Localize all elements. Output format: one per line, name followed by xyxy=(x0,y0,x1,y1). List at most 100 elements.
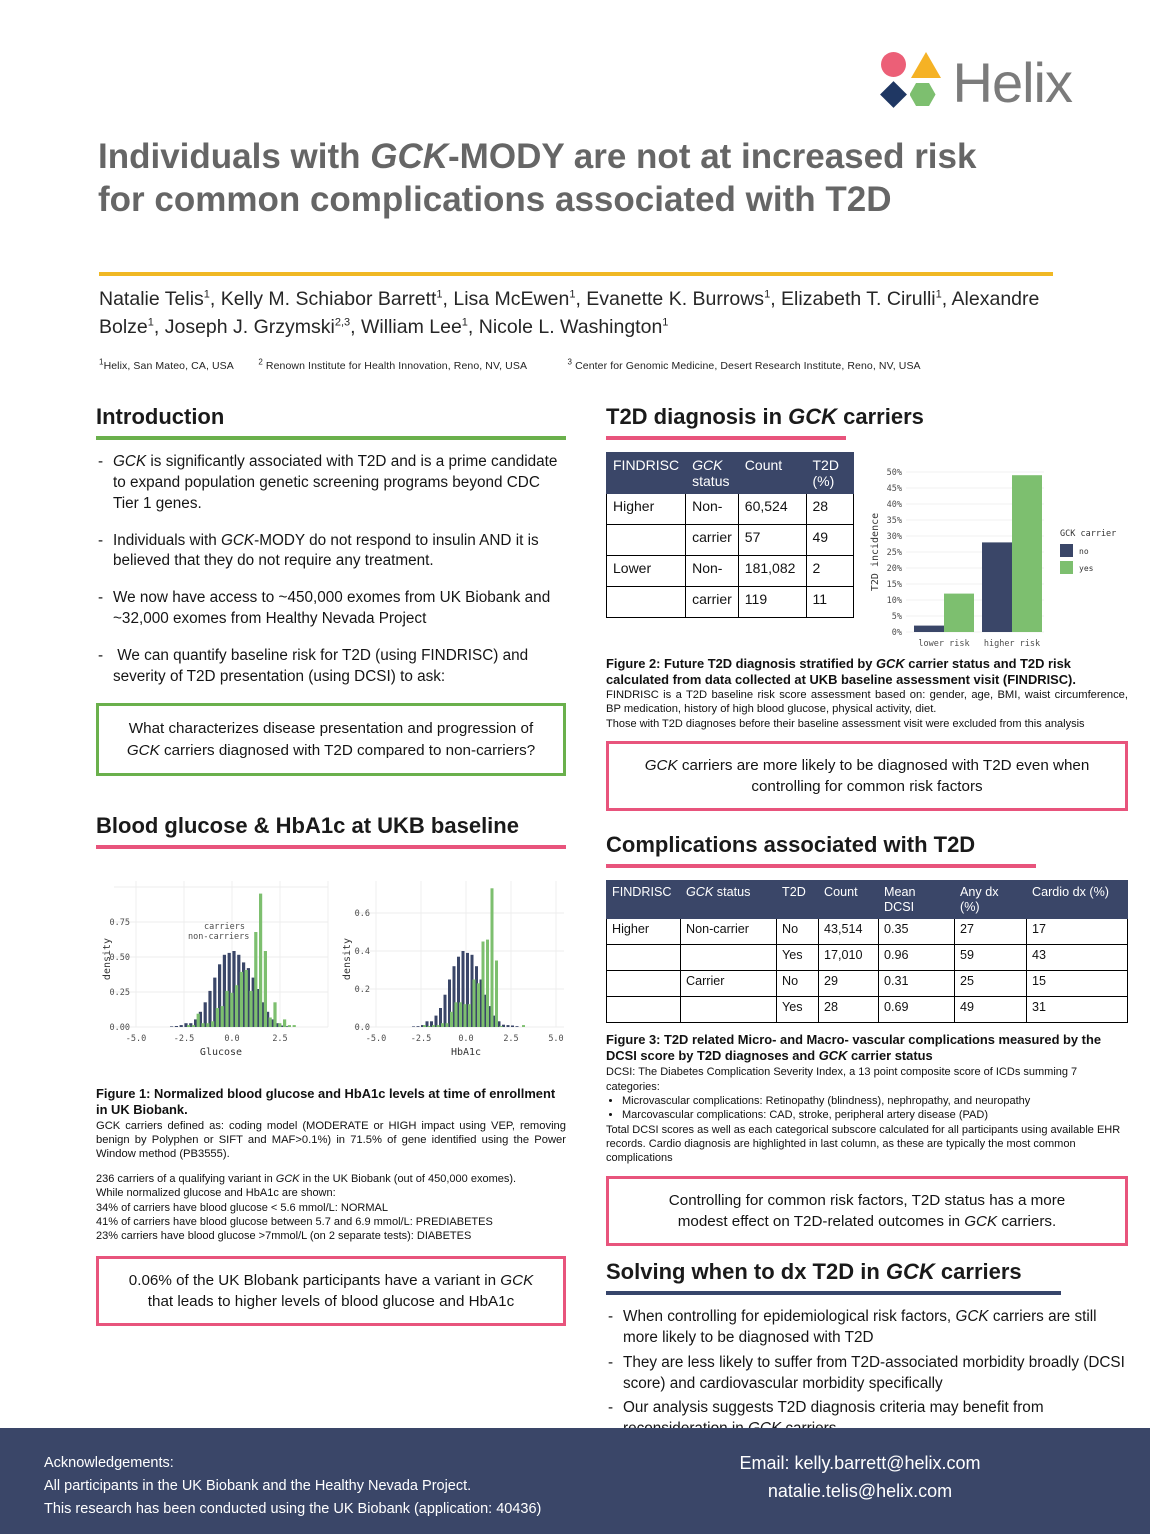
poster-footer: Acknowledgements: All participants in th… xyxy=(0,1428,1150,1534)
legend-carriers: carriers xyxy=(204,922,245,932)
ack-line: Acknowledgements: xyxy=(44,1455,174,1471)
figure-1-charts: carriers non-carriers 0.00 0.25 0.50 0.7… xyxy=(96,867,566,1066)
list-item: Individuals with GCK-MODY do not respond… xyxy=(96,531,566,573)
list-item: They are less likely to suffer from T2D-… xyxy=(606,1353,1128,1395)
figure-1-body: GCK carriers defined as: coding model (M… xyxy=(96,1120,566,1161)
table-row: Higher Non-carrier No 43,514 0.35 27 17 xyxy=(606,918,1128,946)
cell-findrisc xyxy=(606,996,681,1024)
t2d-diagnosis-table: FINDRISC GCK status Count T2D (%) Higher… xyxy=(605,452,854,619)
ack-line: This research has been conducted using t… xyxy=(44,1500,542,1517)
email-line[interactable]: Email: kelly.barrett@helix.com xyxy=(739,1453,981,1473)
complications-table: FINDRISC GCK status T2D Count Mean DCSI … xyxy=(606,880,1128,1024)
title-divider xyxy=(99,272,1053,276)
t2d-diagnosis-divider xyxy=(606,436,846,441)
svg-text:0.00: 0.00 xyxy=(110,1023,130,1033)
affiliation-3: 3 Center for Genomic Medicine, Desert Re… xyxy=(567,357,921,372)
table-header-row: FINDRISC GCK status T2D Count Mean DCSI … xyxy=(606,880,1128,920)
cell-t2d: No xyxy=(776,918,819,946)
column-header-gck-status: GCK status xyxy=(685,452,739,495)
cell-gck-status: Non- xyxy=(685,493,739,526)
email-line[interactable]: natalie.telis@helix.com xyxy=(767,1480,953,1501)
solving-bullets: When controlling for epidemiological ris… xyxy=(606,1307,1128,1440)
svg-text:30%: 30% xyxy=(887,532,902,542)
svg-text:0.0: 0.0 xyxy=(224,1034,239,1044)
list-item: We can quantify baseline risk for T2D (u… xyxy=(96,646,566,688)
introduction-heading: Introduction xyxy=(96,404,225,429)
figure-3-body-2: Total DCSI scores as well as each catego… xyxy=(606,1123,1121,1165)
bar-higher-no xyxy=(982,542,1012,633)
figure-3-bullets: Microvascular complications: Retinopathy… xyxy=(606,1094,1128,1123)
callout-line-1: What characterizes disease presentation … xyxy=(128,720,534,738)
poster-title: Individuals with GCK-MODY are not at inc… xyxy=(98,136,1142,221)
column-header-findrisc: FINDRISC xyxy=(605,452,687,495)
helix-logo: Helix xyxy=(879,52,1073,114)
callout-line-2: controlling for common risk factors xyxy=(751,777,983,795)
glucose-histogram: carriers non-carriers 0.00 0.25 0.50 0.7… xyxy=(102,881,329,1058)
cell-count: 181,082 xyxy=(737,555,807,588)
figure-2-title: Figure 2: Future T2D diagnosis stratifie… xyxy=(606,656,1076,688)
svg-text:-5.0: -5.0 xyxy=(126,1034,146,1044)
svg-text:25%: 25% xyxy=(887,548,902,558)
table-row: Yes 28 0.69 49 31 xyxy=(606,996,1128,1024)
cell-cardio-dx: 43 xyxy=(1026,944,1128,972)
svg-text:0.75: 0.75 xyxy=(110,918,130,928)
x-tick-higher-risk: higher risk xyxy=(984,639,1040,649)
complications-heading: Complications associated with T2D xyxy=(606,832,976,858)
svg-text:0.25: 0.25 xyxy=(110,988,130,998)
cell-findrisc xyxy=(605,524,687,557)
solving-heading: Solving when to dx T2D in GCK carriers xyxy=(606,1259,1022,1285)
affiliations: 1Helix, San Mateo, CA, USA 2 Renown Inst… xyxy=(99,357,1099,372)
list-item: When controlling for epidemiological ris… xyxy=(606,1307,1128,1349)
cell-count: 17,010 xyxy=(818,944,879,972)
table-row: Carrier No 29 0.31 25 15 xyxy=(606,970,1128,998)
figure-3-body: DCSI: The Diabetes Complication Severity… xyxy=(606,1066,1078,1093)
legend-swatch-yes xyxy=(1060,561,1073,575)
svg-text:0%: 0% xyxy=(892,628,902,638)
glucose-x-axis-title: Glucose xyxy=(200,1047,242,1058)
stat-line: 34% of carriers have blood glucose < 5.6… xyxy=(96,1201,388,1214)
hba1c-y-axis-title: density xyxy=(342,938,353,980)
svg-text:2.5: 2.5 xyxy=(272,1034,287,1044)
affiliation-2: 2 Renown Institute for Health Innovation… xyxy=(258,357,527,372)
cell-findrisc: Lower xyxy=(605,555,687,588)
cell-count: 29 xyxy=(818,970,879,998)
bar-lower-yes xyxy=(944,593,974,633)
figure-1-stats: 236 carriers of a qualifying variant in … xyxy=(96,1172,566,1243)
cell-mean-dcsi: 0.96 xyxy=(878,944,955,972)
histogram-svg: carriers non-carriers 0.00 0.25 0.50 0.7… xyxy=(102,881,564,1058)
svg-text:50%: 50% xyxy=(887,468,902,478)
svg-text:5.0: 5.0 xyxy=(548,1034,563,1044)
hba1c-histogram: 0.0 0.2 0.4 0.6 -5.0 -2.5 0.0 2.5 5.0 Hb… xyxy=(342,881,564,1058)
cell-t2d-pct: 2 xyxy=(805,555,854,588)
cell-any-dx: 59 xyxy=(954,944,1027,972)
cell-gck-status: Non-carrier xyxy=(680,918,777,946)
column-header-any-dx: Any dx (%) xyxy=(954,880,1027,920)
column-header-gck-status: GCK status xyxy=(680,880,777,920)
cell-t2d: Yes xyxy=(776,944,819,972)
glucose-y-axis-title: density xyxy=(102,938,113,980)
svg-text:20%: 20% xyxy=(887,564,902,574)
cell-t2d: No xyxy=(776,970,819,998)
introduction-bullets: GCK is significantly associated with T2D… xyxy=(96,452,566,687)
table-row: Yes 17,010 0.96 59 43 xyxy=(606,944,1128,972)
legend-non-carriers: non-carriers xyxy=(188,932,249,942)
figure-2-body: FINDRISC is a T2D baseline risk score as… xyxy=(606,689,1128,716)
cell-count: 28 xyxy=(818,996,879,1024)
table-row: Lower Non- 181,082 2 xyxy=(605,555,854,588)
diamond-icon xyxy=(879,81,907,108)
introduction-question-callout: What characterizes disease presentation … xyxy=(96,703,566,776)
column-header-count: Count xyxy=(737,452,807,495)
figure-2-body-2: Those with T2D diagnoses before their ba… xyxy=(606,718,1085,731)
complications-callout: Controlling for common risk factors, T2D… xyxy=(606,1175,1128,1247)
legend-label-no: no xyxy=(1079,547,1089,556)
cell-gck-status xyxy=(680,996,777,1024)
svg-text:0.50: 0.50 xyxy=(110,953,130,963)
title-line2: for common complications associated with… xyxy=(98,179,892,219)
cell-mean-dcsi: 0.35 xyxy=(878,918,955,946)
bar-higher-yes xyxy=(1012,475,1042,633)
legend-swatch-no xyxy=(1060,544,1073,558)
svg-text:0.6: 0.6 xyxy=(355,909,370,919)
circle-icon xyxy=(880,52,906,77)
complications-divider xyxy=(606,864,1036,869)
cell-count: 119 xyxy=(737,586,807,619)
